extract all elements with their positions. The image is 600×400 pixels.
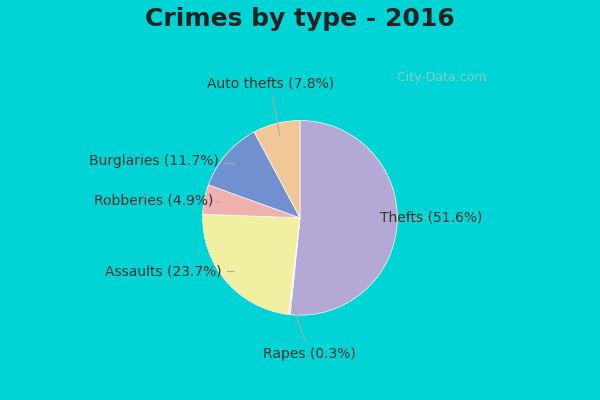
Text: Assaults (23.7%): Assaults (23.7%) <box>106 264 235 278</box>
Wedge shape <box>290 120 397 315</box>
Text: Thefts (51.6%): Thefts (51.6%) <box>380 211 482 225</box>
Wedge shape <box>289 218 300 315</box>
Text: City-Data.com: City-Data.com <box>389 71 487 84</box>
Text: Robberies (4.9%): Robberies (4.9%) <box>94 193 219 207</box>
Wedge shape <box>254 120 300 218</box>
Wedge shape <box>208 132 300 218</box>
Text: Burglaries (11.7%): Burglaries (11.7%) <box>89 154 235 168</box>
Wedge shape <box>203 214 300 314</box>
Wedge shape <box>203 185 300 218</box>
Text: Rapes (0.3%): Rapes (0.3%) <box>263 303 356 361</box>
Text: Auto thefts (7.8%): Auto thefts (7.8%) <box>207 76 334 135</box>
Title: Crimes by type - 2016: Crimes by type - 2016 <box>145 7 455 31</box>
